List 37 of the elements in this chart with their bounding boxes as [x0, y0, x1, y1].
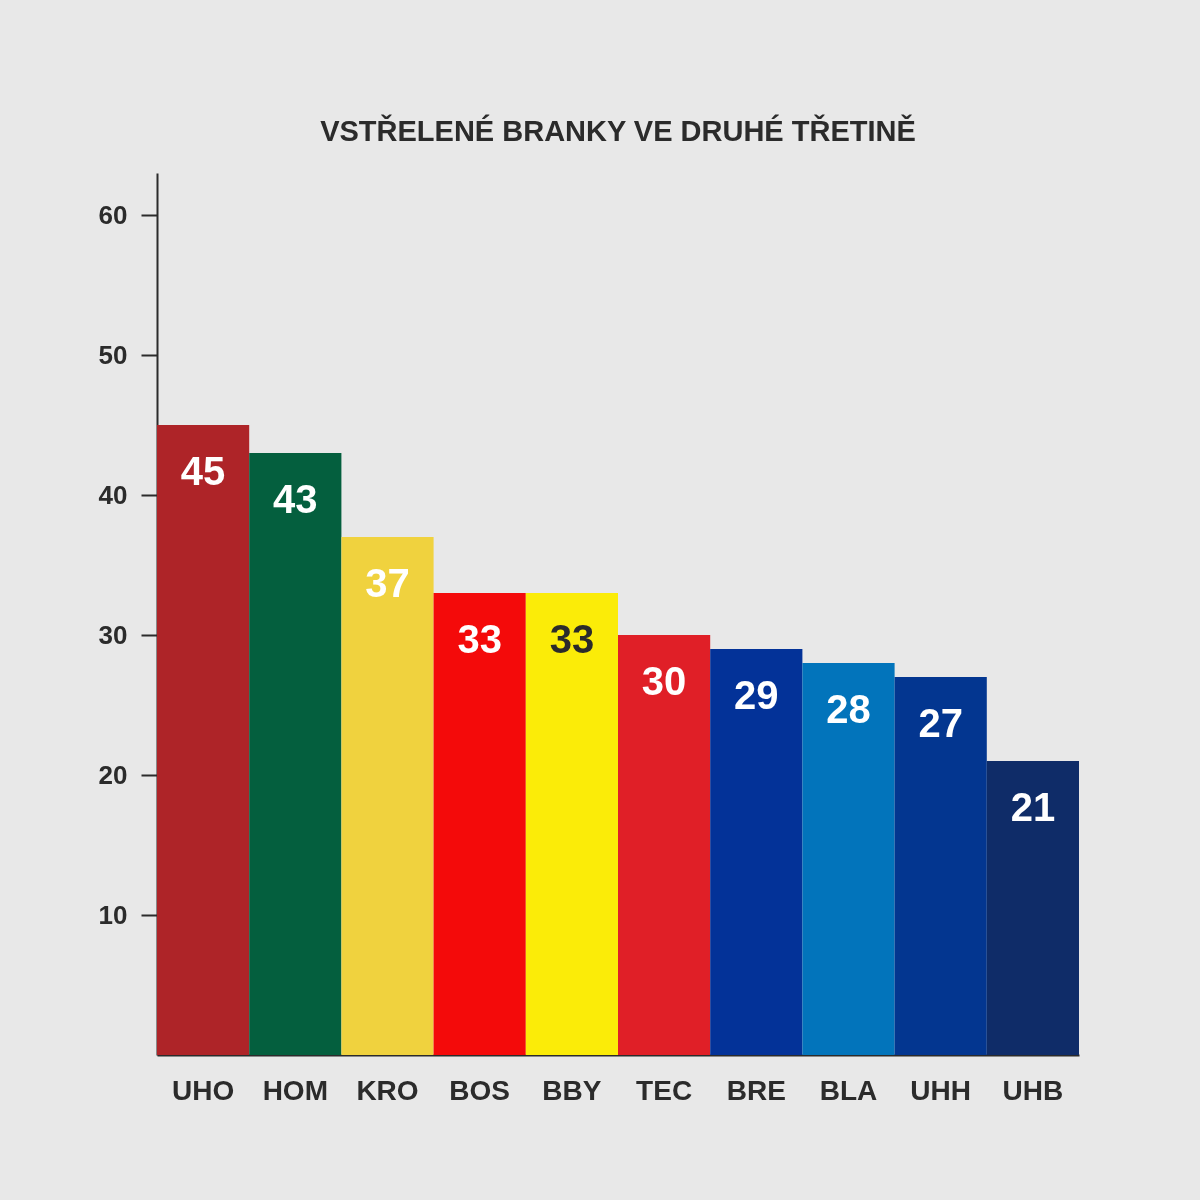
data-label: 29	[734, 673, 779, 717]
y-tick-label: 40	[98, 479, 128, 510]
data-label: 21	[1010, 785, 1056, 829]
data-label: 30	[641, 659, 687, 703]
x-tick-label: TEC	[636, 1074, 693, 1106]
data-label: 45	[180, 449, 226, 493]
data-label: 27	[918, 701, 963, 745]
y-tick-label: 10	[98, 899, 128, 930]
bar	[710, 649, 803, 1055]
y-tick-label: 30	[98, 619, 128, 650]
x-tick-label: HOM	[262, 1074, 328, 1106]
bar	[341, 537, 434, 1055]
x-tick-label: BOS	[449, 1074, 511, 1106]
x-tick-label: UHB	[1002, 1074, 1064, 1106]
x-tick-label: UHO	[171, 1074, 235, 1106]
bar	[433, 593, 526, 1055]
bar	[986, 761, 1079, 1055]
bar	[802, 663, 895, 1055]
bar	[249, 453, 342, 1055]
y-tick-label: 60	[98, 199, 128, 230]
y-tick-label: 20	[98, 759, 128, 790]
data-label: 33	[457, 617, 502, 661]
bar	[157, 425, 250, 1055]
data-label: 33	[549, 617, 595, 661]
data-label: 43	[273, 477, 318, 521]
chart-title: VSTŘELENÉ BRANKY VE DRUHÉ TŘETINĚ	[320, 114, 916, 147]
data-label: 28	[826, 687, 871, 731]
bar	[525, 593, 618, 1055]
bar	[894, 677, 987, 1055]
x-tick-label: BRE	[726, 1074, 786, 1106]
bar	[618, 635, 711, 1055]
data-label: 37	[365, 561, 410, 605]
x-tick-label: BLA	[819, 1074, 878, 1106]
x-tick-label: BBY	[542, 1074, 602, 1106]
y-tick-label: 50	[98, 339, 128, 370]
x-tick-label: UHH	[910, 1074, 972, 1106]
x-tick-label: KRO	[356, 1074, 419, 1106]
